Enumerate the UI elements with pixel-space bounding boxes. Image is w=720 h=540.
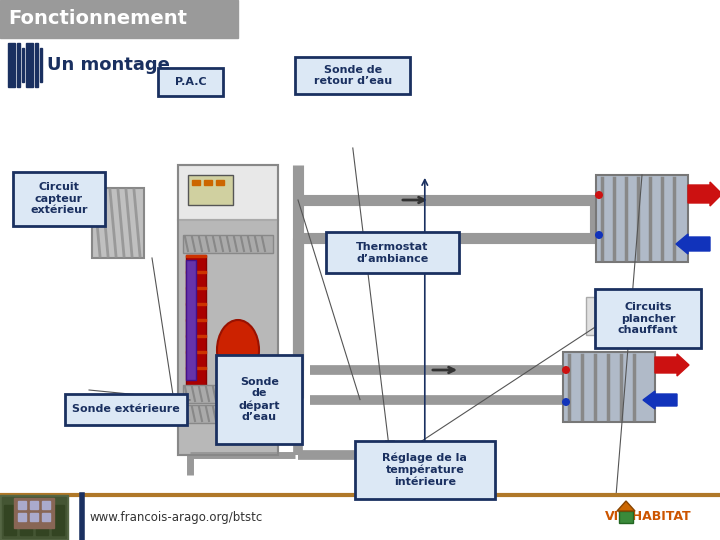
Bar [40,48,42,82]
FancyArrow shape [655,354,689,376]
Bar [186,335,206,337]
Ellipse shape [217,320,259,380]
Bar [178,220,278,455]
Bar [42,513,50,521]
Bar [186,271,206,273]
Bar [596,175,688,262]
Text: Circuits
plancher
chauffant: Circuits plancher chauffant [618,302,678,335]
Bar [178,165,278,455]
Bar [36,505,48,535]
Ellipse shape [595,231,603,239]
Bar [586,297,638,335]
Ellipse shape [605,311,619,321]
Text: www.francois-arago.org/btstc: www.francois-arago.org/btstc [90,510,264,523]
Text: Réglage de la
température
intérieure: Réglage de la température intérieure [382,453,467,487]
Bar [186,260,196,380]
Bar [563,352,655,422]
Bar [92,188,144,258]
Bar [52,505,64,535]
Text: Circuit
capteur
extérieur: Circuit capteur extérieur [30,182,88,215]
Text: Sonde extérieure: Sonde extérieure [72,404,180,414]
Bar [216,355,302,444]
Bar [0,495,720,540]
Bar [354,441,495,499]
Bar [14,498,54,528]
Bar [204,180,212,185]
Bar [216,180,224,185]
Bar [188,175,233,205]
Bar [18,501,26,509]
Bar [0,88,720,495]
Bar [8,43,15,87]
Bar [178,165,278,220]
Bar [42,501,50,509]
Bar [22,48,24,82]
Bar [17,43,20,87]
Bar [186,287,206,289]
Bar [186,367,206,369]
Bar [186,255,206,385]
Bar [619,511,633,523]
FancyArrow shape [688,182,720,206]
Ellipse shape [562,366,570,374]
FancyArrow shape [643,391,677,409]
Bar [158,68,223,96]
Bar [26,43,33,87]
Bar [295,57,410,94]
Text: P.A.C: P.A.C [175,77,207,87]
Bar [186,255,206,257]
FancyArrow shape [676,234,710,254]
Text: Sonde de
retour d’eau: Sonde de retour d’eau [314,65,392,86]
Bar [65,394,187,425]
Bar [186,303,206,305]
Text: Un montage: Un montage [47,56,170,74]
Bar [2,497,66,538]
Bar [18,513,26,521]
Bar [13,172,105,226]
Bar [183,235,273,253]
Bar [183,405,273,423]
Ellipse shape [562,398,570,406]
Bar [192,180,200,185]
Bar [183,385,273,403]
Text: Fonctionnement: Fonctionnement [8,10,187,29]
Bar [30,501,38,509]
Text: VIV'HABITAT: VIV'HABITAT [605,510,691,523]
Bar [20,505,32,535]
Bar [0,0,238,38]
Text: Thermostat
d’ambiance: Thermostat d’ambiance [356,242,428,264]
Bar [4,505,16,535]
Ellipse shape [595,191,603,199]
Bar [0,495,68,540]
Bar [595,289,701,348]
Polygon shape [617,501,635,511]
Bar [35,43,38,87]
Text: Sonde
de
départ
d’eau: Sonde de départ d’eau [238,377,280,422]
Bar [186,351,206,353]
Bar [186,319,206,321]
Bar [326,232,459,273]
Bar [30,513,38,521]
